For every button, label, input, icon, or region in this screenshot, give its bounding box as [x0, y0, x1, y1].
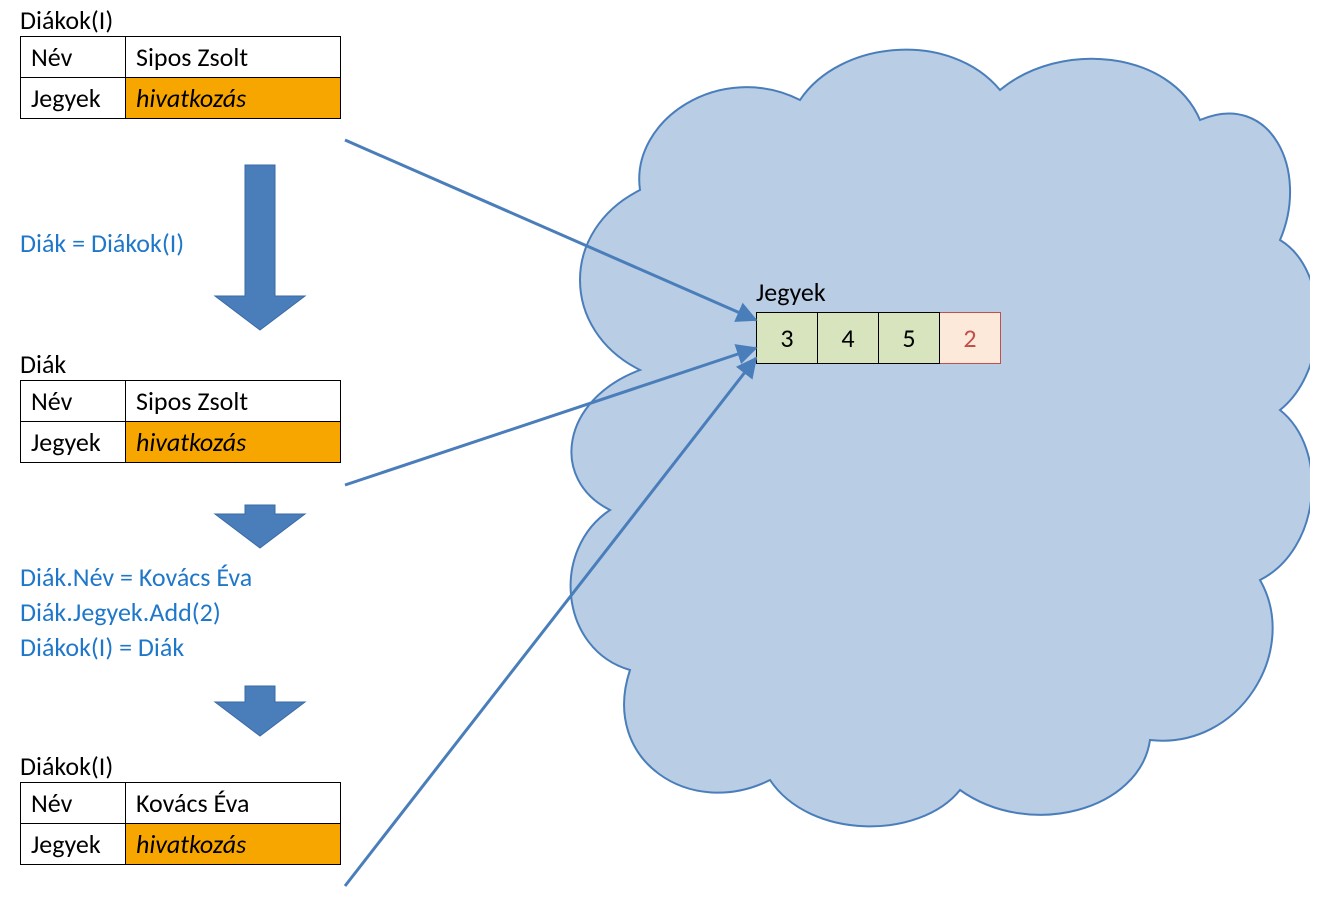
struct-diakok-bottom-row1-value: hivatkozás	[126, 824, 341, 865]
struct-diakok-bottom: Diákok(I)NévKovács ÉvaJegyekhivatkozás	[20, 750, 341, 865]
flow-arrow-0	[215, 165, 305, 330]
heap-array-label: Jegyek	[756, 276, 826, 308]
flow-arrow-2	[215, 686, 305, 736]
struct-diakok-bottom-row0-label: Név	[21, 783, 126, 824]
struct-diak: DiákNévSipos ZsoltJegyekhivatkozás	[20, 348, 341, 463]
struct-diakok-top: Diákok(I)NévSipos ZsoltJegyekhivatkozás	[20, 4, 341, 119]
struct-diak-row1-value: hivatkozás	[126, 422, 341, 463]
struct-diakok-bottom-title: Diákok(I)	[20, 750, 341, 782]
struct-diak-title: Diák	[20, 348, 341, 380]
struct-diakok-top-row1-label: Jegyek	[21, 78, 126, 119]
struct-diak-row0-value: Sipos Zsolt	[126, 381, 341, 422]
struct-diakok-bottom-row0-value: Kovács Éva	[126, 783, 341, 824]
heap-array: 3452	[756, 312, 1001, 364]
heap-array-cell-0: 3	[757, 313, 818, 364]
struct-diakok-bottom-row1-label: Jegyek	[21, 824, 126, 865]
struct-diak-table: NévSipos ZsoltJegyekhivatkozás	[20, 380, 341, 463]
struct-diak-row0-label: Név	[21, 381, 126, 422]
struct-diak-row1-label: Jegyek	[21, 422, 126, 463]
heap-cloud	[520, 30, 1310, 830]
struct-diakok-bottom-table: NévKovács ÉvaJegyekhivatkozás	[20, 782, 341, 865]
struct-diakok-top-table: NévSipos ZsoltJegyekhivatkozás	[20, 36, 341, 119]
code-assign-2: Diák.Név = Kovács ÉvaDiák.Jegyek.Add(2)D…	[20, 560, 252, 665]
struct-diakok-top-row0-value: Sipos Zsolt	[126, 37, 341, 78]
heap-array-cell-2: 5	[879, 313, 940, 364]
heap-array-cell-1: 4	[818, 313, 879, 364]
struct-diakok-top-row1-value: hivatkozás	[126, 78, 341, 119]
diagram-stage: Diákok(I)NévSipos ZsoltJegyekhivatkozásD…	[0, 0, 1336, 912]
struct-diakok-top-row0-label: Név	[21, 37, 126, 78]
struct-diakok-top-title: Diákok(I)	[20, 4, 341, 36]
heap-array-cell-3: 2	[940, 313, 1001, 364]
code-assign-1: Diák = Diákok(I)	[20, 226, 184, 261]
flow-arrow-1	[215, 505, 305, 548]
